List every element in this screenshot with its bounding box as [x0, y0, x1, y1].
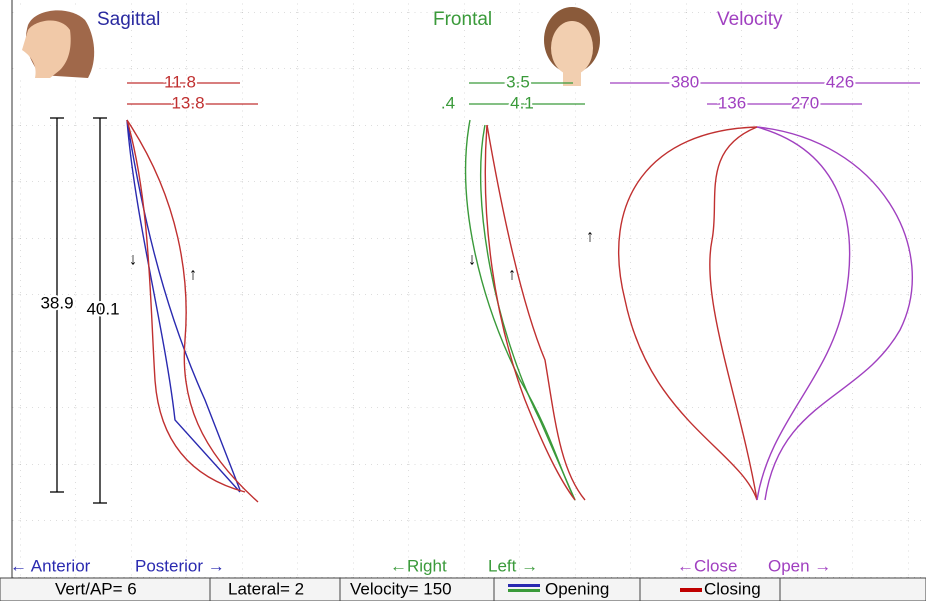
status-text: Vert/AP= 6	[55, 579, 137, 598]
front-face-icon	[540, 5, 610, 90]
legend-text: Closing	[704, 579, 761, 598]
measure-label: 13.8	[171, 93, 204, 112]
measure-label: 380	[671, 72, 699, 91]
measure-label: 3.5	[506, 72, 530, 91]
status-text: Lateral= 2	[228, 579, 304, 598]
panel-title: Frontal	[433, 9, 492, 30]
status-bar: Vert/AP= 6 Lateral= 2 Velocity= 150 Open…	[0, 578, 926, 601]
side-face-icon	[18, 5, 96, 80]
tracking-screen: Sagittal Frontal Velocity 11.8 13.8 3.5 …	[0, 0, 926, 601]
panel-title: Velocity	[717, 9, 783, 30]
direction-marker: ↑	[586, 226, 595, 245]
axis-label: Left →	[488, 556, 538, 575]
measure-label: 270	[791, 93, 819, 112]
axis-label: Posterior →	[135, 556, 225, 575]
axis-label: ← Anterior	[10, 556, 91, 575]
measure-label: 40.1	[86, 299, 119, 318]
direction-marker: ↑	[189, 264, 198, 283]
axis-label: Open →	[768, 556, 831, 575]
legend-text: Opening	[545, 579, 609, 598]
direction-marker: ↓	[468, 249, 477, 268]
measure-label: 38.9	[40, 293, 73, 312]
axis-label: ←Close	[677, 556, 737, 575]
measure-label: 11.8	[164, 72, 196, 91]
axis-label: ←Right	[390, 556, 447, 575]
measure-label: 426	[826, 72, 854, 91]
direction-marker: ↓	[129, 249, 138, 268]
grid	[12, 0, 926, 578]
measure-label: 4.1	[510, 93, 534, 112]
measure-label: .4	[441, 93, 455, 112]
direction-marker: ↑	[508, 264, 517, 283]
panel-title: Sagittal	[97, 9, 160, 30]
measure-label: 136	[718, 93, 746, 112]
status-text: Velocity= 150	[350, 579, 452, 598]
